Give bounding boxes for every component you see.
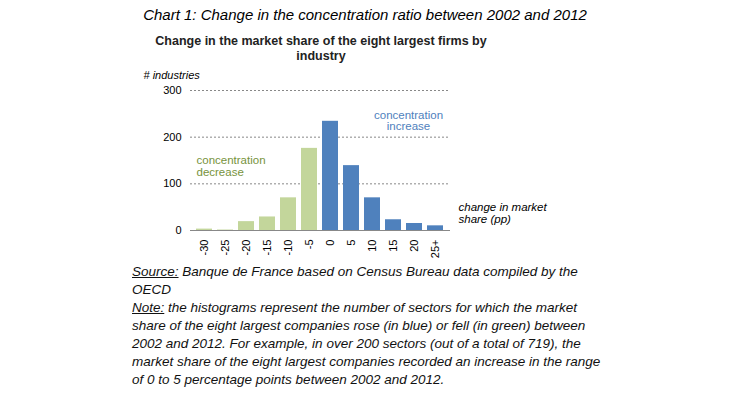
svg-text:5: 5 <box>345 240 357 246</box>
svg-text:concentrationdecrease: concentrationdecrease <box>197 154 266 178</box>
html-text:Change in the market share of: Change in the market share of the eight … <box>155 34 487 63</box>
svg-text:300: 300 <box>163 84 181 96</box>
svg-text:-30: -30 <box>198 240 210 256</box>
svg-text:25+: 25+ <box>429 240 441 259</box>
svg-text:# industries: # industries <box>144 69 201 81</box>
svg-text:100: 100 <box>163 177 181 189</box>
svg-text:change in marketshare (pp): change in marketshare (pp) <box>459 201 548 225</box>
svg-text:0: 0 <box>175 224 181 236</box>
svg-text:200: 200 <box>163 131 181 143</box>
svg-text:-15: -15 <box>261 240 273 256</box>
svg-text:20: 20 <box>408 240 420 252</box>
svg-text:-25: -25 <box>219 240 231 256</box>
html-text:Note: the histograms represent: Note: the histograms represent the numbe… <box>132 300 601 387</box>
svg-text:15: 15 <box>387 240 399 252</box>
svg-text:concentrationincrease: concentrationincrease <box>374 109 443 133</box>
svg-text:-5: -5 <box>303 240 315 250</box>
svg-text:-10: -10 <box>282 240 294 256</box>
html-text:Source: Banque de France based: Source: Banque de France based on Census… <box>132 264 578 297</box>
svg-text:10: 10 <box>366 240 378 252</box>
svg-text:0: 0 <box>324 240 336 246</box>
html-text:Chart 1: Change in the concent: Chart 1: Change in the concentration rat… <box>143 6 587 23</box>
svg-text:-20: -20 <box>240 240 252 256</box>
